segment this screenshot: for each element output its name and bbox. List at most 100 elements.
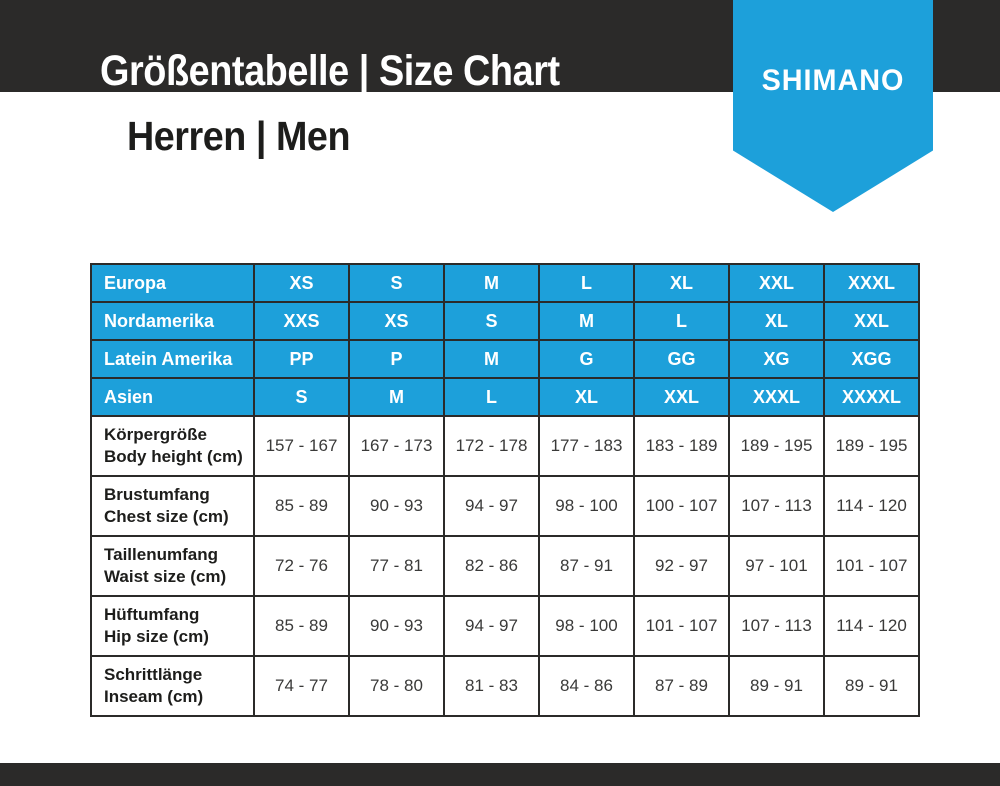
size-value-cell: S <box>348 263 445 303</box>
measurement-label: Hüftumfang Hip size (cm) <box>90 595 255 657</box>
measurement-value-cell: 82 - 86 <box>443 535 540 597</box>
measurement-row: Taillenumfang Waist size (cm) 72 - 76 77 - … <box>90 535 920 597</box>
measurement-label-en: Chest size (cm) <box>104 507 229 526</box>
size-value-cell: S <box>253 377 350 417</box>
region-label: Asien <box>90 377 255 417</box>
measurement-label-en: Inseam (cm) <box>104 687 204 706</box>
size-value-cell: XXL <box>728 263 825 303</box>
size-value-cell: M <box>443 263 540 303</box>
size-value-cell: PP <box>253 339 350 379</box>
size-chart-table: Europa XS S M L XL XXL XXXL Nordamerika XXS XS S M L X… <box>90 263 920 717</box>
size-value-cell: XXL <box>633 377 730 417</box>
measurement-value-cell: 89 - 91 <box>823 655 920 717</box>
region-size-rows: Europa XS S M L XL XXL XXXL Nordamerika XXS XS S M L X… <box>90 263 920 417</box>
size-value-cell: M <box>443 339 540 379</box>
measurement-value-cell: 90 - 93 <box>348 475 445 537</box>
brand-ribbon: SHIMANO <box>733 0 933 212</box>
measurement-value-cell: 114 - 120 <box>823 595 920 657</box>
size-value-cell: S <box>443 301 540 341</box>
measurement-value-cell: 100 - 107 <box>633 475 730 537</box>
measurement-label-en: Waist size (cm) <box>104 567 227 586</box>
size-value-cell: XGG <box>823 339 920 379</box>
measurement-value-cell: 172 - 178 <box>443 415 540 477</box>
size-value-cell: XS <box>348 301 445 341</box>
measurement-row: Brustumfang Chest size (cm) 85 - 89 90 - 93… <box>90 475 920 537</box>
measurement-value-cell: 167 - 173 <box>348 415 445 477</box>
measurement-value-cell: 85 - 89 <box>253 475 350 537</box>
size-value-cell: L <box>538 263 635 303</box>
measurement-value-cell: 114 - 120 <box>823 475 920 537</box>
measurement-value-cell: 74 - 77 <box>253 655 350 717</box>
region-label: Europa <box>90 263 255 303</box>
measurement-value-cell: 94 - 97 <box>443 475 540 537</box>
measurement-value-cell: 90 - 93 <box>348 595 445 657</box>
measurement-label-de: Taillenumfang <box>104 544 218 564</box>
measurement-value-cell: 98 - 100 <box>538 475 635 537</box>
measurement-value-cell: 77 - 81 <box>348 535 445 597</box>
region-size-row: Asien S M L XL XXL XXXL XXXXL <box>90 377 920 417</box>
measurement-value-cell: 177 - 183 <box>538 415 635 477</box>
region-size-row: Europa XS S M L XL XXL XXXL <box>90 263 920 303</box>
measurement-value-cell: 78 - 80 <box>348 655 445 717</box>
page-subtitle: Herren | Men <box>127 113 351 159</box>
size-value-cell: XL <box>538 377 635 417</box>
region-size-row: Nordamerika XXS XS S M L XL XXL <box>90 301 920 341</box>
measurement-label-en: Body height (cm) <box>104 447 243 466</box>
measurement-label-de: Schrittlänge <box>104 664 203 684</box>
measurement-value-cell: 84 - 86 <box>538 655 635 717</box>
measurement-label-en: Hip size (cm) <box>104 627 209 646</box>
shimano-logo: SHIMANO <box>761 64 905 97</box>
size-value-cell: XXXXL <box>823 377 920 417</box>
measurement-value-cell: 97 - 101 <box>728 535 825 597</box>
measurement-label-de: Hüftumfang <box>104 604 200 624</box>
size-value-cell: GG <box>633 339 730 379</box>
measurement-value-cell: 189 - 195 <box>823 415 920 477</box>
measurement-value-cell: 157 - 167 <box>253 415 350 477</box>
measurement-value-cell: 94 - 97 <box>443 595 540 657</box>
measurement-value-cell: 89 - 91 <box>728 655 825 717</box>
measurement-value-cell: 87 - 91 <box>538 535 635 597</box>
size-value-cell: M <box>348 377 445 417</box>
measurement-label: Körpergröße Body height (cm) <box>90 415 255 477</box>
size-value-cell: XL <box>728 301 825 341</box>
measurement-label: Brustumfang Chest size (cm) <box>90 475 255 537</box>
measurement-value-cell: 101 - 107 <box>633 595 730 657</box>
measurement-rows: Körpergröße Body height (cm) 157 - 167 167 … <box>90 415 920 717</box>
measurement-value-cell: 87 - 89 <box>633 655 730 717</box>
page-title: Größentabelle | Size Chart <box>100 47 560 95</box>
bottom-footer-bar <box>0 763 1000 786</box>
measurement-value-cell: 85 - 89 <box>253 595 350 657</box>
size-value-cell: G <box>538 339 635 379</box>
size-value-cell: XXXL <box>823 263 920 303</box>
measurement-row: Körpergröße Body height (cm) 157 - 167 167 … <box>90 415 920 477</box>
measurement-label: Taillenumfang Waist size (cm) <box>90 535 255 597</box>
size-value-cell: L <box>633 301 730 341</box>
size-value-cell: XXXL <box>728 377 825 417</box>
measurement-row: Schrittlänge Inseam (cm) 74 - 77 78 - 80 81 … <box>90 655 920 717</box>
measurement-value-cell: 107 - 113 <box>728 475 825 537</box>
measurement-label-de: Körpergröße <box>104 424 207 444</box>
measurement-value-cell: 107 - 113 <box>728 595 825 657</box>
size-value-cell: XG <box>728 339 825 379</box>
measurement-value-cell: 92 - 97 <box>633 535 730 597</box>
measurement-value-cell: 72 - 76 <box>253 535 350 597</box>
measurement-value-cell: 183 - 189 <box>633 415 730 477</box>
measurement-value-cell: 81 - 83 <box>443 655 540 717</box>
size-value-cell: XS <box>253 263 350 303</box>
region-size-row: Latein Amerika PP P M G GG XG XGG <box>90 339 920 379</box>
region-label: Nordamerika <box>90 301 255 341</box>
size-value-cell: L <box>443 377 540 417</box>
size-value-cell: XL <box>633 263 730 303</box>
measurement-value-cell: 189 - 195 <box>728 415 825 477</box>
size-value-cell: XXL <box>823 301 920 341</box>
measurement-row: Hüftumfang Hip size (cm) 85 - 89 90 - 93 94 … <box>90 595 920 657</box>
size-value-cell: XXS <box>253 301 350 341</box>
measurement-value-cell: 98 - 100 <box>538 595 635 657</box>
region-label: Latein Amerika <box>90 339 255 379</box>
measurement-label: Schrittlänge Inseam (cm) <box>90 655 255 717</box>
size-value-cell: M <box>538 301 635 341</box>
measurement-label-de: Brustumfang <box>104 484 210 504</box>
measurement-value-cell: 101 - 107 <box>823 535 920 597</box>
size-value-cell: P <box>348 339 445 379</box>
